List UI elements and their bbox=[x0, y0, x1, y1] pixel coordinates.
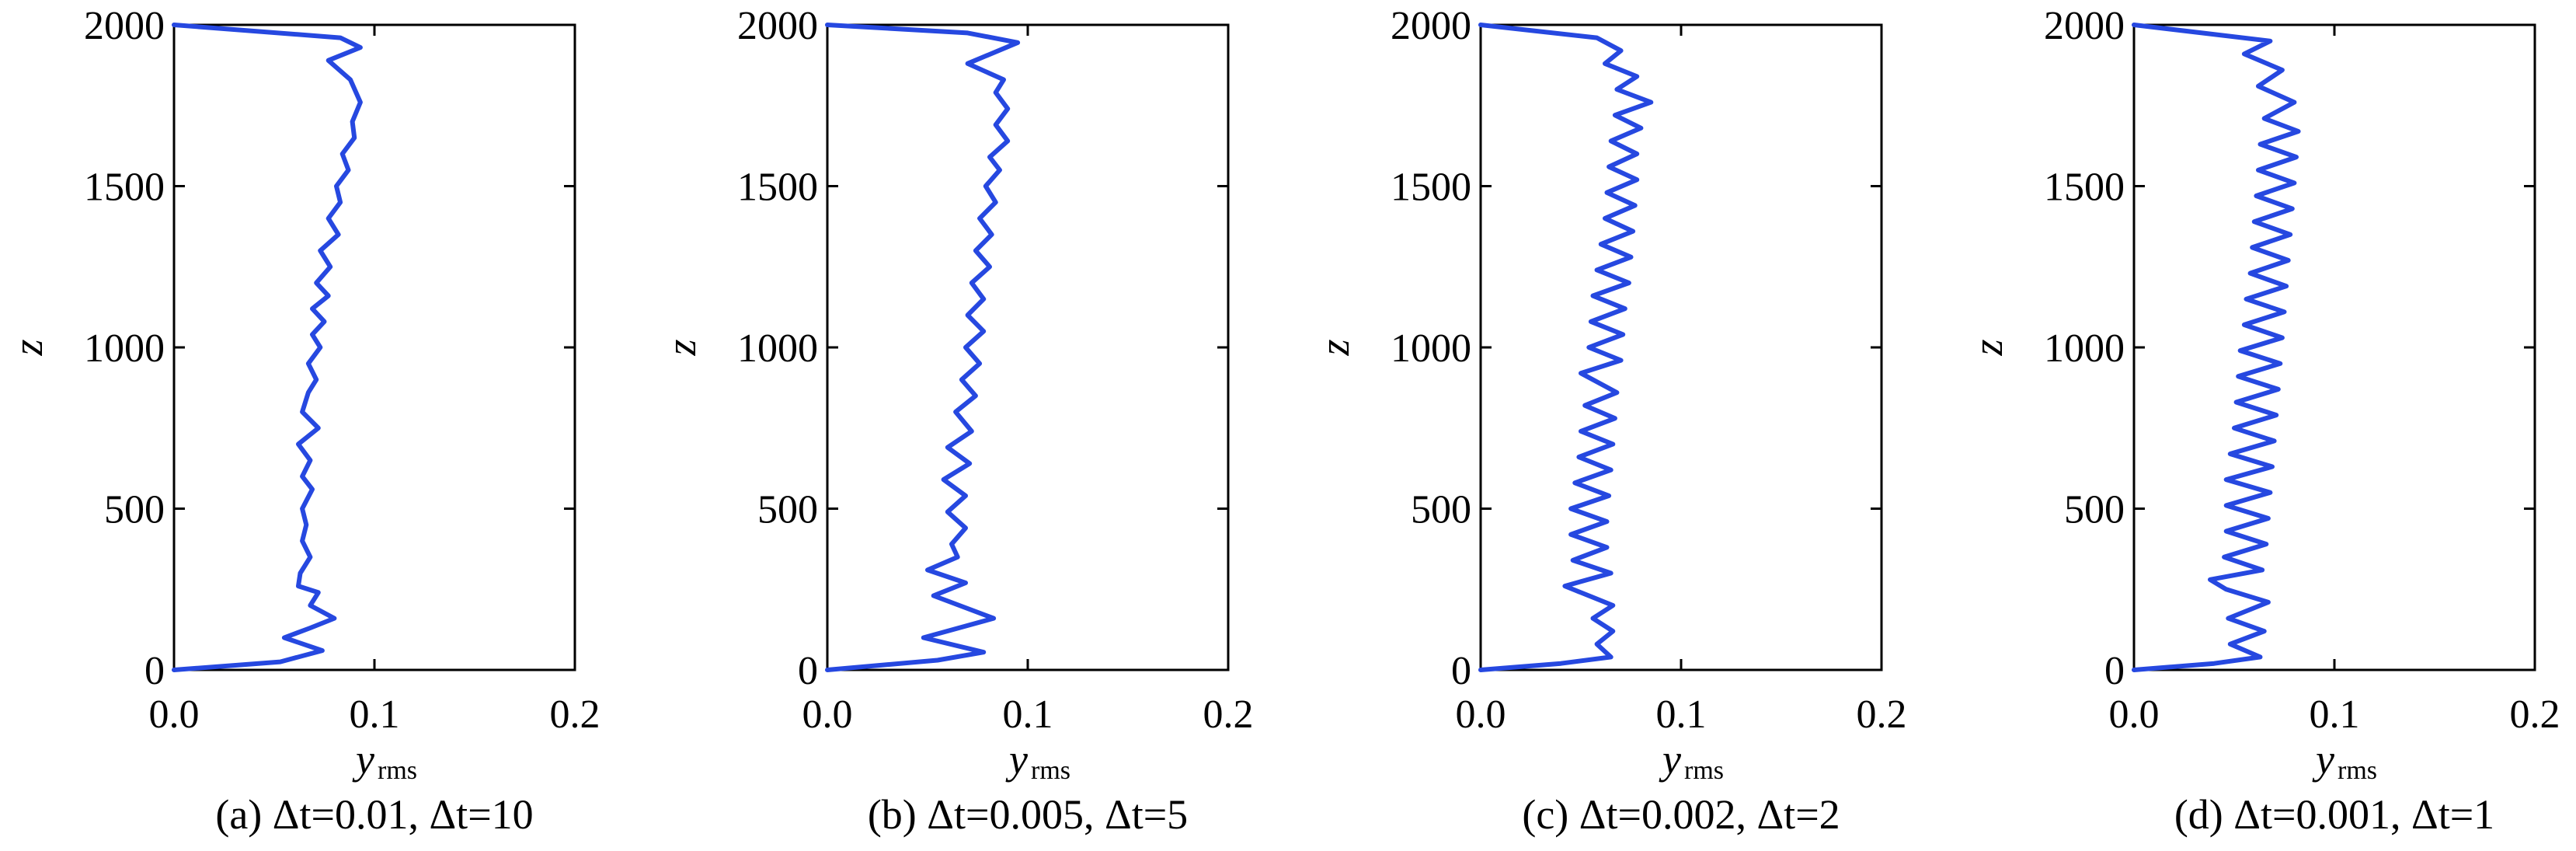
y-tick-label: 2000 bbox=[2044, 4, 2125, 48]
series-line-yrms bbox=[172, 23, 363, 672]
plot-frame bbox=[2132, 23, 2536, 671]
x-tick-label: 0.0 bbox=[149, 692, 200, 737]
y-tick-label: 1500 bbox=[2044, 166, 2125, 210]
y-tick-label: 0 bbox=[1451, 649, 1471, 693]
y-tick-label: 1000 bbox=[84, 326, 165, 371]
x-axis-label: y bbox=[1005, 736, 1028, 783]
panel-2: 0.0 0.1 0.2 0 500 1000 1500 2000 z y rms (b) Δt=0.0… bbox=[658, 4, 1254, 838]
y-tick-label: 500 bbox=[1411, 488, 1471, 532]
x-axis-label: y bbox=[1659, 736, 1681, 783]
y-tick-label: 500 bbox=[757, 488, 818, 532]
x-tick-label: 0.1 bbox=[2310, 692, 2360, 737]
x-tick-label: 0.1 bbox=[350, 692, 400, 737]
panel-caption: (b) Δt=0.005, Δt=5 bbox=[868, 791, 1188, 838]
y-axis-label: z bbox=[658, 339, 705, 356]
y-tick-label: 2000 bbox=[737, 4, 818, 48]
plot-frame bbox=[172, 23, 576, 671]
x-tick-label: 0.1 bbox=[1656, 692, 1707, 737]
x-tick-label: 0.2 bbox=[1203, 692, 1254, 737]
x-tick-label: 0.0 bbox=[1456, 692, 1506, 737]
y-axis-label: z bbox=[5, 339, 51, 356]
x-axis-label: y bbox=[352, 736, 374, 783]
y-tick-label: 2000 bbox=[84, 4, 165, 48]
panel-caption: (a) Δt=0.01, Δt=10 bbox=[215, 791, 533, 838]
y-tick-label: 500 bbox=[104, 488, 165, 532]
y-tick-label: 1000 bbox=[2044, 326, 2125, 371]
x-tick-label: 0.2 bbox=[2510, 692, 2560, 737]
y-tick-label: 500 bbox=[2064, 488, 2125, 532]
y-tick-label: 1500 bbox=[1391, 166, 1471, 210]
x-axis-label: y bbox=[2312, 736, 2334, 783]
y-axis-label: z bbox=[1965, 339, 2011, 356]
y-tick-label: 1000 bbox=[737, 326, 818, 371]
panel-3: 0.0 0.1 0.2 0 500 1000 1500 2000 z y rms (c) Δt=0.0… bbox=[1311, 4, 1907, 838]
x-axis-label-subscript: rms bbox=[1684, 756, 1724, 785]
x-tick-label: 0.2 bbox=[550, 692, 600, 737]
panel-4: 0.0 0.1 0.2 0 500 1000 1500 2000 z y rms (d) Δt=0.0… bbox=[1965, 4, 2560, 838]
series-line-yrms bbox=[825, 23, 1021, 672]
y-tick-label: 1000 bbox=[1391, 326, 1471, 371]
x-tick-label: 0.2 bbox=[1857, 692, 1907, 737]
y-tick-label: 2000 bbox=[1391, 4, 1471, 48]
y-tick-label: 0 bbox=[2104, 649, 2125, 693]
x-tick-label: 0.1 bbox=[1003, 692, 1053, 737]
panel-1: 0.0 0.1 0.2 0 500 1000 1500 2000 z y rms (a) Δt=0.0… bbox=[5, 4, 600, 838]
panel-caption: (d) Δt=0.001, Δt=1 bbox=[2174, 791, 2494, 838]
panel-caption: (c) Δt=0.002, Δt=2 bbox=[1522, 791, 1840, 838]
y-tick-label: 0 bbox=[144, 649, 165, 693]
y-tick-label: 1500 bbox=[84, 166, 165, 210]
series-line-yrms bbox=[2132, 23, 2301, 672]
y-tick-label: 1500 bbox=[737, 166, 818, 210]
x-tick-label: 0.0 bbox=[802, 692, 853, 737]
x-axis-label-subscript: rms bbox=[2338, 756, 2377, 785]
plot-frame bbox=[1479, 23, 1883, 671]
x-tick-label: 0.0 bbox=[2109, 692, 2160, 737]
y-tick-label: 0 bbox=[798, 649, 818, 693]
y-axis-label: z bbox=[1311, 339, 1358, 356]
series-line-yrms bbox=[1478, 23, 1654, 672]
x-axis-label-subscript: rms bbox=[378, 756, 417, 785]
plot-frame bbox=[826, 23, 1230, 671]
x-axis-label-subscript: rms bbox=[1031, 756, 1070, 785]
